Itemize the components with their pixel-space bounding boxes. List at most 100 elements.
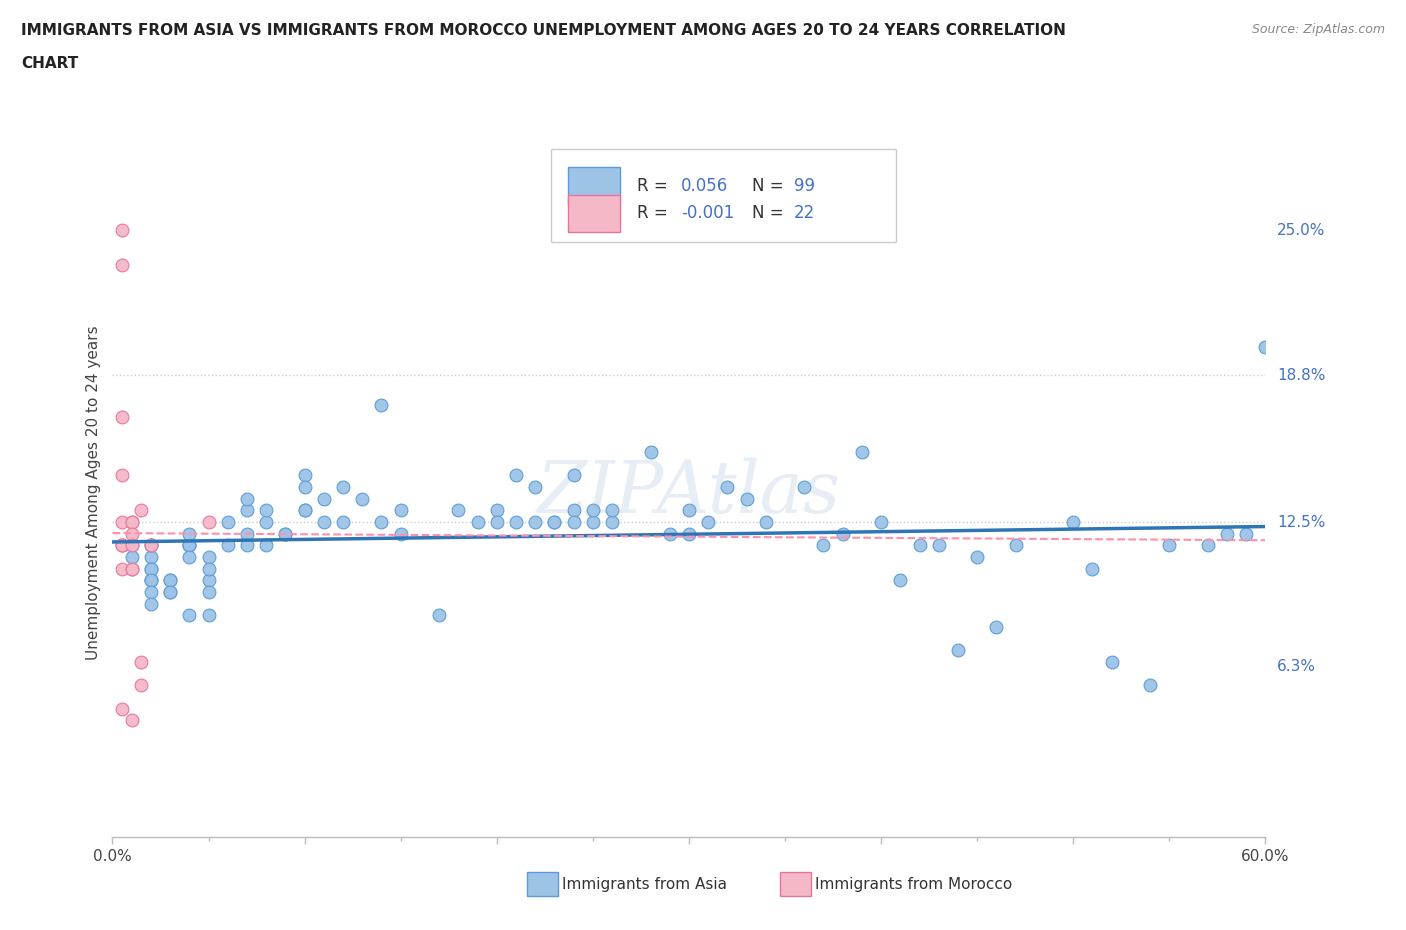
Point bbox=[467, 514, 489, 529]
FancyBboxPatch shape bbox=[568, 194, 620, 232]
Point bbox=[735, 491, 758, 506]
Point bbox=[159, 585, 181, 600]
Point bbox=[139, 550, 162, 565]
Point bbox=[1004, 538, 1026, 552]
Point bbox=[1081, 562, 1104, 577]
Point bbox=[139, 562, 162, 577]
Point bbox=[889, 573, 911, 588]
Point bbox=[793, 480, 815, 495]
Point bbox=[159, 573, 181, 588]
Point bbox=[111, 514, 134, 529]
Point bbox=[197, 550, 219, 565]
Y-axis label: Unemployment Among Ages 20 to 24 years: Unemployment Among Ages 20 to 24 years bbox=[86, 326, 101, 660]
Point bbox=[352, 491, 374, 506]
Point bbox=[370, 514, 392, 529]
Point bbox=[543, 514, 565, 529]
Point bbox=[1197, 538, 1219, 552]
Text: Immigrants from Asia: Immigrants from Asia bbox=[562, 877, 727, 892]
Point bbox=[111, 562, 134, 577]
Text: 6.3%: 6.3% bbox=[1277, 659, 1316, 674]
Point bbox=[129, 678, 153, 693]
Point bbox=[294, 503, 316, 518]
FancyBboxPatch shape bbox=[551, 149, 897, 242]
Point bbox=[813, 538, 835, 552]
Point bbox=[447, 503, 470, 518]
Point bbox=[678, 526, 700, 541]
Point bbox=[274, 526, 297, 541]
Point bbox=[111, 701, 134, 716]
Point bbox=[217, 514, 239, 529]
Point bbox=[505, 468, 527, 483]
Text: 0.056: 0.056 bbox=[681, 177, 728, 195]
Point bbox=[236, 538, 259, 552]
Point bbox=[179, 608, 201, 623]
Point bbox=[111, 468, 134, 483]
Point bbox=[139, 538, 162, 552]
Point bbox=[111, 409, 134, 424]
Text: IMMIGRANTS FROM ASIA VS IMMIGRANTS FROM MOROCCO UNEMPLOYMENT AMONG AGES 20 TO 24: IMMIGRANTS FROM ASIA VS IMMIGRANTS FROM … bbox=[21, 23, 1066, 38]
Point bbox=[986, 619, 1008, 634]
Point bbox=[562, 514, 585, 529]
Point bbox=[312, 514, 335, 529]
Point bbox=[755, 514, 778, 529]
Point bbox=[121, 538, 143, 552]
Text: N =: N = bbox=[752, 177, 789, 195]
Point bbox=[179, 550, 201, 565]
Point bbox=[129, 503, 153, 518]
Point bbox=[121, 514, 143, 529]
Point bbox=[658, 526, 681, 541]
Point bbox=[139, 596, 162, 611]
Point bbox=[1216, 526, 1239, 541]
Point bbox=[197, 608, 219, 623]
FancyBboxPatch shape bbox=[568, 167, 620, 205]
Point bbox=[294, 503, 316, 518]
Point bbox=[111, 223, 134, 238]
Point bbox=[254, 538, 277, 552]
Point bbox=[121, 713, 143, 728]
Point bbox=[139, 562, 162, 577]
Point bbox=[159, 585, 181, 600]
Point bbox=[111, 538, 134, 552]
Point bbox=[928, 538, 950, 552]
Text: ZIPAtlas: ZIPAtlas bbox=[537, 458, 841, 528]
Point bbox=[159, 573, 181, 588]
Point bbox=[274, 526, 297, 541]
Point bbox=[543, 514, 565, 529]
Text: 99: 99 bbox=[794, 177, 815, 195]
Point bbox=[716, 480, 738, 495]
Point bbox=[197, 562, 219, 577]
Point bbox=[294, 468, 316, 483]
Point bbox=[236, 503, 259, 518]
Point bbox=[236, 491, 259, 506]
Point bbox=[1234, 526, 1257, 541]
Point bbox=[294, 480, 316, 495]
Point bbox=[427, 608, 450, 623]
Point bbox=[217, 538, 239, 552]
Point bbox=[640, 445, 662, 459]
Point bbox=[1254, 339, 1277, 354]
Point bbox=[312, 491, 335, 506]
Point bbox=[524, 514, 547, 529]
Point bbox=[600, 503, 623, 518]
Point bbox=[111, 258, 134, 272]
Point bbox=[505, 514, 527, 529]
Point bbox=[179, 526, 201, 541]
Point bbox=[197, 573, 219, 588]
Point bbox=[870, 514, 893, 529]
Point bbox=[966, 550, 988, 565]
Text: Immigrants from Morocco: Immigrants from Morocco bbox=[815, 877, 1012, 892]
Point bbox=[697, 514, 720, 529]
Point bbox=[582, 514, 605, 529]
Point bbox=[179, 538, 201, 552]
Point bbox=[121, 526, 143, 541]
Point bbox=[582, 503, 605, 518]
Point bbox=[485, 514, 508, 529]
Point bbox=[139, 573, 162, 588]
Point bbox=[332, 514, 354, 529]
Text: 18.8%: 18.8% bbox=[1277, 367, 1326, 382]
Point bbox=[831, 526, 853, 541]
Point bbox=[236, 526, 259, 541]
Text: 12.5%: 12.5% bbox=[1277, 514, 1326, 529]
Point bbox=[562, 503, 585, 518]
Point bbox=[121, 550, 143, 565]
